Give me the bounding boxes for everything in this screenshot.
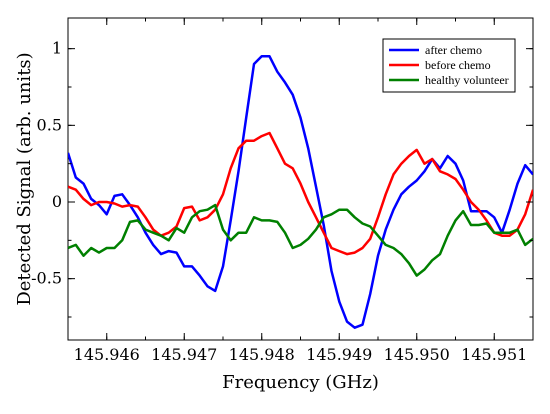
legend-label-before-chemo: before chemo: [425, 58, 491, 72]
legend-label-after-chemo: after chemo: [425, 43, 482, 57]
series-layer: [68, 55, 533, 329]
y-tick-label: 0: [52, 192, 62, 211]
series-line-after-chemo: [68, 55, 533, 329]
x-tick-label: 145.946: [74, 345, 140, 364]
x-tick-label: 145.948: [229, 345, 295, 364]
series-line-before-chemo: [68, 131, 533, 256]
legend-label-healthy-volunteer: healthy volunteer: [425, 73, 509, 87]
y-tick-label: 1: [52, 39, 62, 58]
x-axis-label: Frequency (GHz): [222, 372, 379, 393]
x-tick-label: 145.950: [384, 345, 450, 364]
y-tick-label: 0.5: [37, 115, 62, 134]
x-tick-label: 145.949: [306, 345, 372, 364]
x-tick-label: 145.951: [461, 345, 527, 364]
y-tick-label: -0.5: [31, 269, 62, 288]
x-tick-label: 145.947: [151, 345, 217, 364]
series-line-healthy-volunteer: [68, 203, 533, 277]
y-axis-label: Detected Signal (arb. units): [14, 52, 35, 305]
ticks-layer: 145.946 145.947 145.948 145.949 145.950 145.9…: [31, 18, 534, 364]
plot-area: 145.946 145.947 145.948 145.949 145.950 145.9…: [31, 17, 534, 364]
